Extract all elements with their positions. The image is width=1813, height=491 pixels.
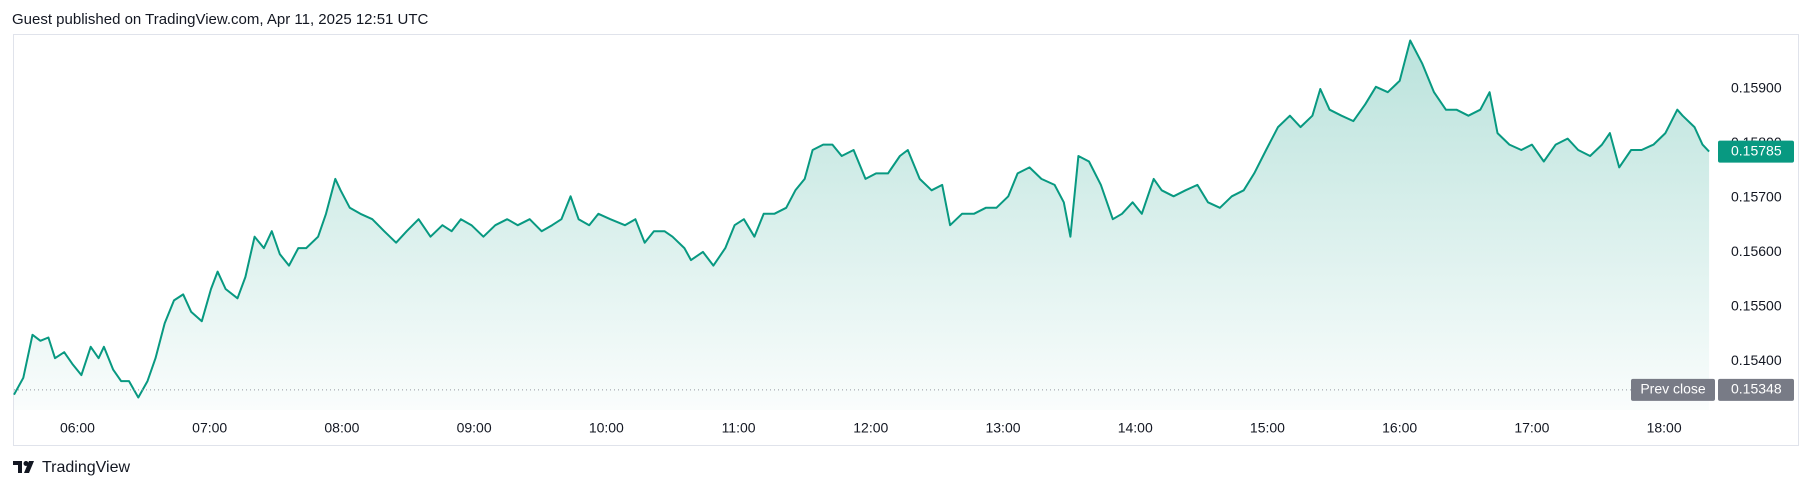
x-tick-label: 14:00 (1118, 420, 1153, 436)
last-price-tag (1718, 140, 1794, 163)
chart-frame (13, 34, 1799, 446)
y-tick-label: 0.15900 (1731, 80, 1782, 96)
prev-close-tag (1631, 378, 1715, 401)
last-price-label: 0.15785 (1731, 142, 1782, 158)
area (14, 40, 1710, 410)
y-tick-label: 0.15500 (1731, 298, 1782, 314)
x-tick-label: 16:00 (1382, 420, 1417, 436)
x-tick-label: 08:00 (324, 420, 359, 436)
prev-close-label: Prev close (1640, 381, 1706, 397)
x-tick-label: 13:00 (985, 420, 1020, 436)
x-tick-label: 17:00 (1514, 420, 1549, 436)
brand-logo (13, 461, 34, 473)
x-tick-label: 06:00 (60, 420, 95, 436)
x-tick-label: 10:00 (589, 420, 624, 436)
x-tick-label: 09:00 (457, 420, 492, 436)
y-tick-label: 0.15600 (1731, 243, 1782, 259)
x-tick-label: 15:00 (1250, 420, 1285, 436)
x-tick-label: 12:00 (853, 420, 888, 436)
x-tick-label: 18:00 (1647, 420, 1682, 436)
brand: TradingView (42, 459, 130, 476)
prev-close-value-tag (1718, 378, 1794, 401)
x-tick-label: 11:00 (722, 420, 756, 436)
y-tick-label: 0.15700 (1731, 189, 1782, 205)
prev-close-value: 0.15348 (1731, 381, 1782, 397)
x-tick-label: 07:00 (192, 420, 227, 436)
line (13, 39, 1710, 399)
y-tick-label: 0.15400 (1731, 352, 1782, 368)
header: Guest published on TradingView.com, Apr … (12, 11, 429, 28)
